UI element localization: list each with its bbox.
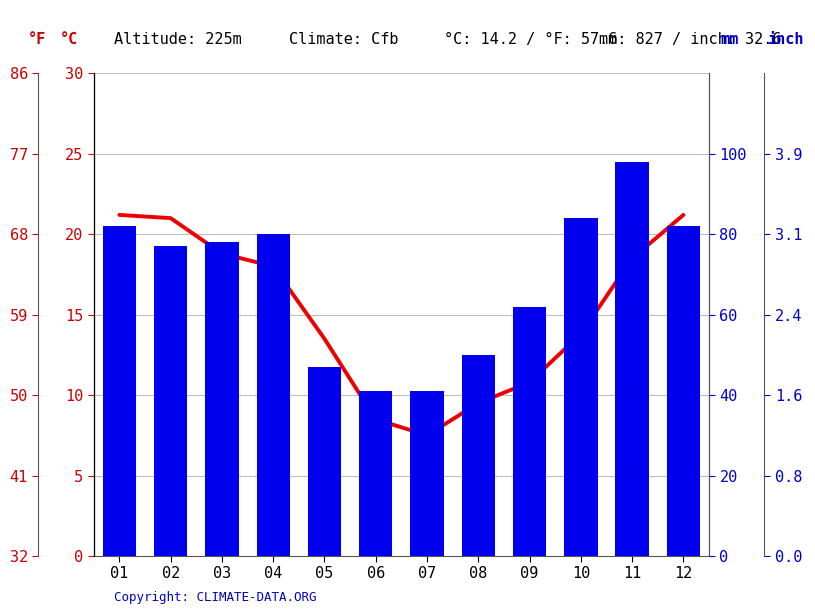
Bar [154, 246, 187, 556]
Bar [615, 162, 649, 556]
Text: inch: inch [769, 32, 804, 47]
Bar [411, 391, 443, 556]
Bar [205, 242, 239, 556]
Bar [103, 226, 136, 556]
Text: °C: 14.2 / °F: 57.6: °C: 14.2 / °F: 57.6 [444, 32, 618, 47]
Text: mm: mm [720, 32, 738, 47]
Text: Climate: Cfb: Climate: Cfb [289, 32, 399, 47]
Text: °F: °F [28, 32, 46, 47]
Text: °C: °C [60, 32, 78, 47]
Text: Copyright: CLIMATE-DATA.ORG: Copyright: CLIMATE-DATA.ORG [114, 591, 316, 604]
Bar [308, 367, 341, 556]
Bar [359, 391, 392, 556]
Bar [667, 226, 700, 556]
Bar [461, 355, 495, 556]
Bar [513, 307, 546, 556]
Bar [564, 218, 597, 556]
Bar [257, 234, 290, 556]
Text: Altitude: 225m: Altitude: 225m [114, 32, 242, 47]
Text: mm: 827 / inch: 32.6: mm: 827 / inch: 32.6 [599, 32, 782, 47]
